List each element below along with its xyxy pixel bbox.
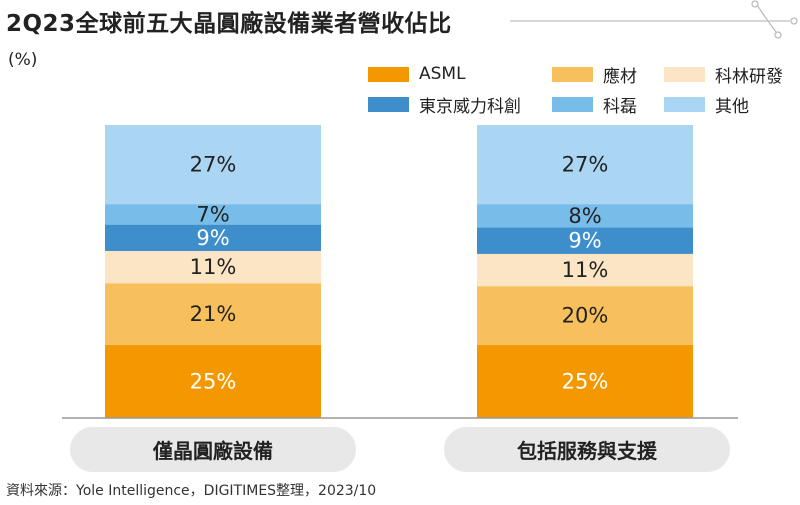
data-label: 27% [562,153,609,177]
data-label: 25% [562,369,609,393]
data-label: 8% [568,204,601,228]
bar-segment [105,283,321,345]
unit-label: (%) [8,50,38,70]
bar-segment [105,344,321,418]
legend-label: 科林研發 [715,66,783,87]
category-label-with-services: 包括服務與支援 [444,427,730,472]
data-label: 9% [568,229,601,253]
legend-item: 科磊 [552,92,637,117]
category-label-wafer-equipment: 僅晶圓廠設備 [70,427,356,472]
legend-item: 其他 [664,92,749,117]
bar-segment [477,125,693,205]
chart-legend: ASML 應材 科林研發東京威力科創 科磊 其他 [368,62,798,122]
legend-label: 東京威力科創 [419,96,521,117]
data-label: 27% [190,153,237,177]
legend-label: 應材 [603,66,637,87]
legend-item: 科林研發 [664,62,783,87]
bar-segment [105,125,321,205]
data-label: 11% [190,255,237,279]
bar-segment [105,224,321,251]
legend-swatch [552,96,593,112]
chart-title: 2Q23全球前五大晶圓廠設備業者營收佔比 [6,11,452,37]
data-label: 9% [196,226,229,250]
legend-label: ASML [419,64,466,84]
data-label: 25% [190,369,237,393]
circuit-decoration [510,0,798,39]
legend-swatch [664,66,705,82]
bar-segment [477,253,693,287]
legend-label: 其他 [715,96,749,117]
bar-segment [477,344,693,418]
legend-swatch [368,96,409,112]
data-label: 11% [562,258,609,282]
bar-segment [477,227,693,254]
bar-segment [477,286,693,345]
bar-segment [105,204,321,225]
legend-item: 東京威力科創 [368,92,521,117]
legend-item: ASML [368,62,466,86]
legend-swatch [368,66,409,82]
source-note: 資料來源：Yole Intelligence，DIGITIMES整理，2023/… [6,483,377,499]
data-label: 7% [196,202,229,226]
legend-label: 科磊 [603,96,637,117]
bar-segment [105,250,321,284]
legend-swatch [664,96,705,112]
data-label: 20% [562,303,609,327]
legend-item: 應材 [552,62,637,87]
legend-swatch [552,66,593,82]
bar-segment [477,204,693,228]
data-label: 21% [190,302,237,326]
